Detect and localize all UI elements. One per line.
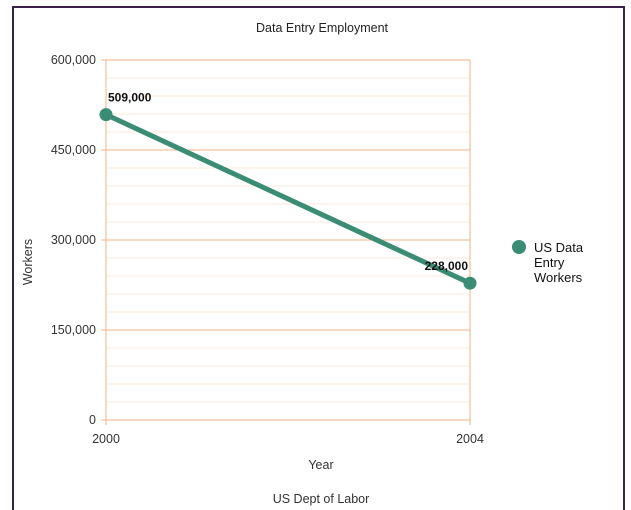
legend-label-line-3: Workers bbox=[534, 270, 583, 285]
y-axis-label: Workers bbox=[21, 239, 35, 285]
y-tick-label: 600,000 bbox=[51, 53, 96, 67]
legend-label: US Data Entry Workers bbox=[534, 240, 587, 285]
data-point bbox=[99, 108, 113, 122]
grid-lines bbox=[105, 59, 471, 421]
x-axis-ticks: 2000 2004 bbox=[92, 420, 484, 446]
legend-label-line-2: Entry bbox=[534, 255, 565, 270]
y-tick-label: 300,000 bbox=[51, 233, 96, 247]
series-us-data-entry-workers: 509,000 228,000 bbox=[99, 91, 477, 290]
x-axis-label: Year bbox=[308, 458, 333, 472]
y-tick-label: 0 bbox=[89, 413, 96, 427]
y-axis-ticks: 0 150,000 300,000 450,000 600,000 bbox=[51, 53, 106, 427]
chart-title: Data Entry Employment bbox=[256, 21, 389, 35]
x-tick-label: 2000 bbox=[92, 432, 120, 446]
data-label: 509,000 bbox=[108, 91, 152, 105]
x-tick-label: 2004 bbox=[456, 432, 484, 446]
series-line bbox=[103, 112, 473, 286]
chart-footer: US Dept of Labor bbox=[273, 492, 370, 506]
legend-marker bbox=[512, 240, 526, 254]
legend-label-line-1: US Data bbox=[534, 240, 584, 255]
legend: US Data Entry Workers bbox=[512, 240, 587, 285]
data-point bbox=[463, 276, 477, 290]
y-tick-label: 450,000 bbox=[51, 143, 96, 157]
y-tick-label: 150,000 bbox=[51, 323, 96, 337]
data-label: 228,000 bbox=[425, 259, 469, 273]
